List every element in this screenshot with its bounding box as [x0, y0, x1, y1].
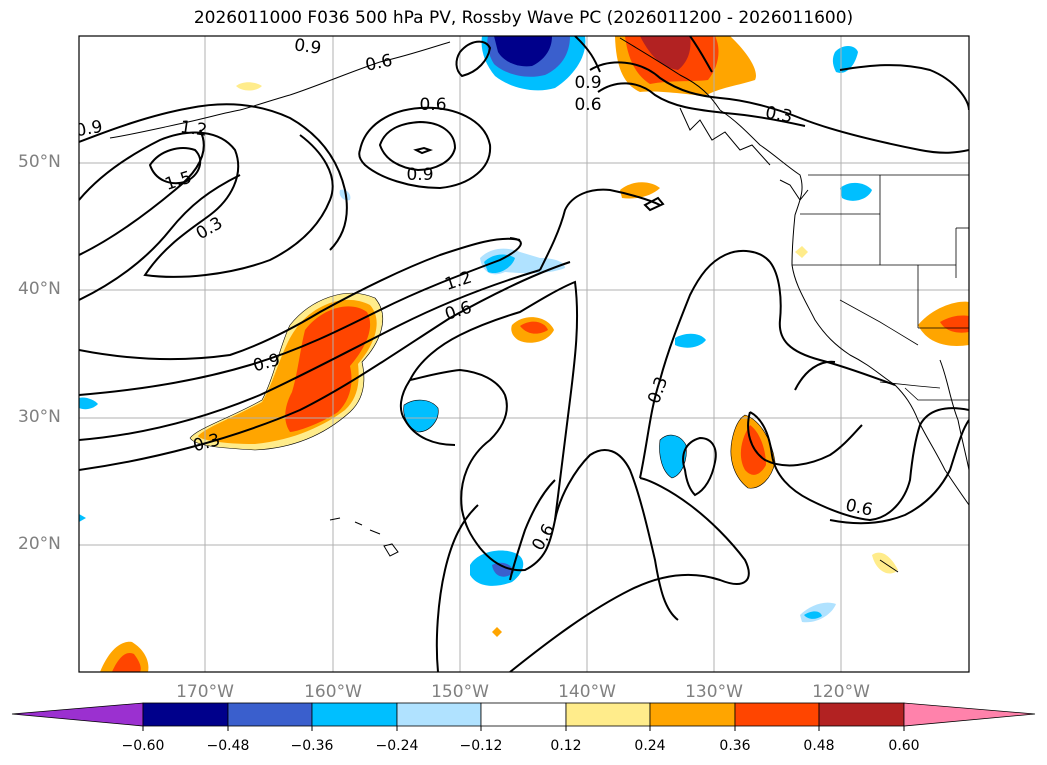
contour-label: 0.6: [419, 95, 446, 115]
colorbar-tick-label: −0.36: [290, 738, 334, 754]
contour-label: 0.9: [574, 73, 601, 93]
lon-label: 140°W: [558, 682, 616, 702]
colorbar-segment: [818, 702, 905, 727]
colorbar-tick-label: −0.60: [121, 738, 165, 754]
colorbar-tick-label: 0.12: [550, 738, 582, 754]
lon-label: 170°W: [176, 682, 234, 702]
contour-label: 0.9: [74, 117, 104, 141]
colorbar-tick-label: 0.36: [719, 738, 751, 754]
lat-label: 50°N: [18, 152, 61, 172]
contour-label: 1.2: [179, 117, 209, 141]
contour-label: 0.3: [764, 103, 794, 127]
lon-label: 160°W: [304, 682, 362, 702]
colorbar-segment: [734, 702, 820, 727]
colorbar-tick-label: −0.24: [375, 738, 419, 754]
map-frame: [78, 35, 970, 673]
lon-label: 130°W: [685, 682, 743, 702]
lon-label: 150°W: [431, 682, 489, 702]
colorbar-tick-label: 0.48: [803, 738, 835, 754]
lat-label: 40°N: [18, 279, 61, 299]
lat-label: 20°N: [18, 534, 61, 554]
shading-outlines: [189, 292, 776, 489]
colorbar-segment: [565, 702, 651, 727]
contour-label: 0.9: [293, 35, 323, 59]
colorbar: [11, 702, 1036, 731]
colorbar-tick-label: 0.60: [888, 738, 920, 754]
colorbar-segment: [227, 702, 313, 727]
map-area: 0.9 0.6 0.9 0.6 0.3 0.6 1.2 0.9 0.9 1.5 …: [74, 35, 969, 672]
colorbar-segment: [11, 702, 144, 727]
contour-labels: 0.9 0.6 0.9 0.6 0.3 0.6 1.2 0.9 0.9 1.5 …: [74, 35, 874, 554]
contour-label: 0.6: [574, 95, 601, 115]
gridlines: [79, 36, 969, 672]
colorbar-tick-label: −0.48: [206, 738, 250, 754]
colorbar-segment: [311, 702, 398, 727]
colorbar-segment: [142, 702, 229, 727]
map-title: 2026011000 F036 500 hPa PV, Rossby Wave …: [193, 8, 854, 28]
islands: [329, 517, 899, 573]
lat-label: 30°N: [18, 407, 61, 427]
negative-shading: [79, 36, 872, 623]
colorbar-segment: [903, 702, 1036, 727]
colorbar-tick-label: −0.12: [459, 738, 503, 754]
colorbar-segment: [396, 702, 482, 727]
colorbar-tick-label: 0.24: [634, 738, 666, 754]
borders: [792, 174, 969, 401]
colorbar-segment: [480, 702, 567, 727]
lon-label: 120°W: [812, 682, 870, 702]
pv-contours: [79, 36, 969, 672]
contour-label: 0.9: [406, 165, 433, 185]
colorbar-segment: [649, 702, 736, 727]
